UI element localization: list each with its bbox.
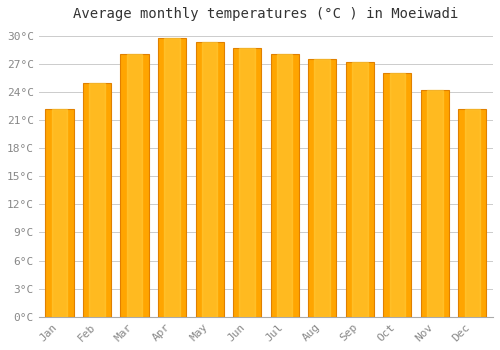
Bar xyxy=(52,109,67,317)
Bar xyxy=(46,109,74,317)
Bar xyxy=(383,73,412,317)
Bar xyxy=(346,62,374,317)
Bar xyxy=(83,83,111,317)
Bar xyxy=(158,37,186,317)
Bar xyxy=(352,62,368,317)
Bar xyxy=(458,109,486,317)
Bar xyxy=(127,54,142,317)
Bar xyxy=(427,90,442,317)
Bar xyxy=(164,37,180,317)
Title: Average monthly temperatures (°C ) in Moeiwadi: Average monthly temperatures (°C ) in Mo… xyxy=(74,7,458,21)
Bar xyxy=(421,90,449,317)
Bar xyxy=(314,59,330,317)
Bar xyxy=(308,59,336,317)
Bar xyxy=(390,73,405,317)
Bar xyxy=(90,83,104,317)
Bar xyxy=(240,48,255,317)
Bar xyxy=(196,42,224,317)
Bar xyxy=(233,48,261,317)
Bar xyxy=(270,54,299,317)
Bar xyxy=(464,109,480,317)
Bar xyxy=(120,54,148,317)
Bar xyxy=(277,54,292,317)
Bar xyxy=(202,42,218,317)
